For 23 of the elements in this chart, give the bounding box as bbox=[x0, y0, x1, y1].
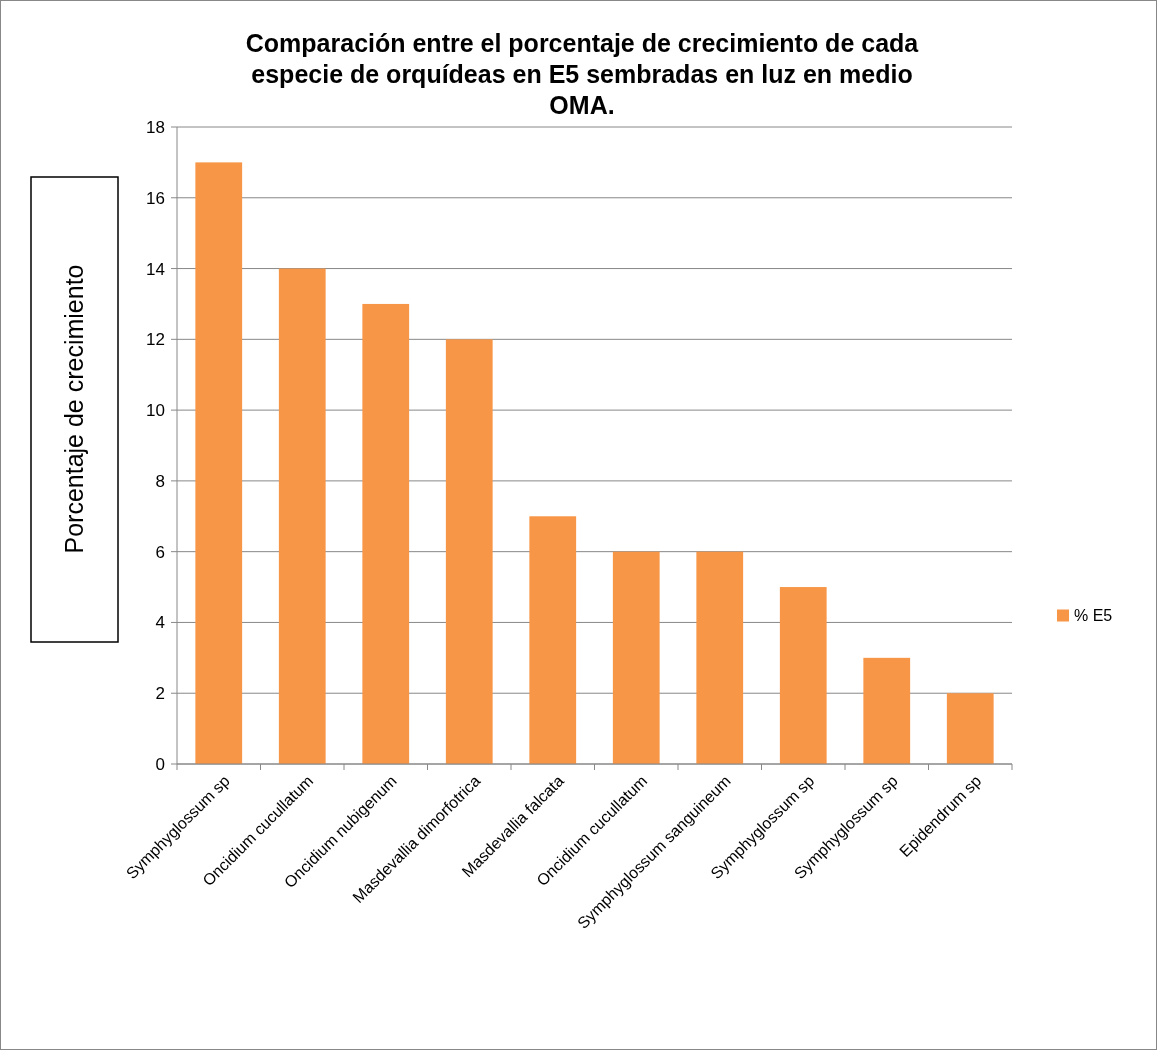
y-tick-label: 12 bbox=[146, 330, 165, 350]
y-tick-label: 2 bbox=[155, 684, 165, 704]
legend-label: % E5 bbox=[1074, 607, 1113, 625]
chart-title: Comparación entre el porcentaje de crecimiento de cada especie de orquídeas en E5 sembradas en luz en medio OMA. bbox=[245, 29, 920, 119]
bar bbox=[696, 551, 744, 764]
y-tick-label: 18 bbox=[146, 117, 165, 137]
y-tick-label: 0 bbox=[155, 754, 165, 774]
y-axis-title: Porcentaje de crecimiento bbox=[59, 264, 88, 554]
y-tick-label: 10 bbox=[146, 401, 165, 421]
bar bbox=[612, 551, 660, 764]
y-tick-label: 6 bbox=[155, 542, 165, 562]
y-tick-label: 14 bbox=[146, 259, 165, 279]
bar bbox=[195, 162, 243, 764]
bar bbox=[362, 303, 410, 764]
y-tick-label: 16 bbox=[146, 188, 165, 208]
bar bbox=[445, 339, 493, 764]
bar bbox=[946, 693, 994, 764]
bar bbox=[863, 657, 911, 764]
bar bbox=[529, 516, 577, 764]
y-tick-label: 8 bbox=[155, 471, 165, 491]
bar bbox=[278, 268, 326, 764]
y-tick-label: 4 bbox=[155, 613, 165, 633]
bar bbox=[779, 587, 827, 764]
